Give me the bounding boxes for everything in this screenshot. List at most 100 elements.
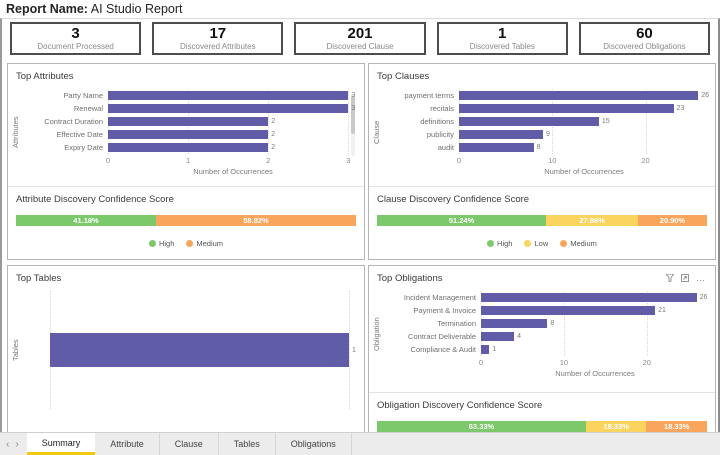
x-tick-label: 20	[642, 358, 651, 367]
legend-item[interactable]: Low	[524, 239, 548, 248]
value-label: 26	[701, 92, 709, 99]
x-axis: 0 10 20	[479, 358, 709, 368]
clauses-bar-chart[interactable]: Clause payment terms 26 recitals 23 definitio…	[369, 84, 715, 176]
gridline	[563, 291, 565, 356]
value-label: 26	[699, 294, 708, 301]
bar[interactable]	[459, 91, 699, 100]
chart-body: Attributes Party Name 3 Renewal 3 Contract Du…	[8, 84, 364, 176]
value-label: 2	[271, 144, 276, 151]
value-label: 23	[676, 105, 685, 112]
chart-scrollbar[interactable]	[351, 94, 355, 156]
chart-body: Obligation Incident Management 26 Payment &…	[369, 286, 715, 378]
kpi-card-documents[interactable]: 3 Document Processed	[10, 22, 142, 55]
filter-icon[interactable]	[666, 274, 674, 282]
tables-bar-chart[interactable]: Tables 1	[8, 286, 364, 409]
value-label: 2	[271, 131, 276, 138]
bar[interactable]	[481, 306, 656, 315]
legend-item[interactable]: High	[487, 239, 512, 248]
top-attributes-panel: Top Attributes Attributes Party Name 3 Rene…	[7, 63, 365, 260]
report-header: Report Name: AI Studio Report	[0, 0, 720, 20]
confidence-segment[interactable]: 51.24%	[377, 215, 547, 226]
bar-track: 23	[459, 104, 709, 113]
x-tick-label: 3	[346, 156, 351, 165]
bar[interactable]	[459, 143, 534, 152]
kpi-value: 17	[209, 25, 227, 42]
kpi-label: Discovered Attributes	[180, 42, 256, 51]
kpi-card-obligations[interactable]: 60 Discovered Obligations	[578, 22, 711, 55]
gridline	[645, 89, 647, 154]
category-label: Expiry Date	[64, 143, 103, 152]
legend-label: Medium	[196, 239, 224, 248]
confidence-segment[interactable]: 18.33%	[646, 421, 707, 432]
more-options-icon[interactable]: …	[696, 273, 706, 283]
confidence-segment[interactable]: 18.33%	[585, 421, 647, 432]
attributes-bar-chart[interactable]: Attributes Party Name 3 Renewal 3 Contract Du…	[8, 84, 364, 176]
next-page-button[interactable]: ›	[15, 438, 19, 450]
bar-row: definitions 15	[383, 115, 709, 128]
category-label: Payment & Invoice	[413, 306, 476, 315]
category-label: recitals	[430, 104, 454, 113]
bar-track: 15	[459, 117, 709, 126]
kpi-card-clauses[interactable]: 201 Discovered Clause	[294, 22, 426, 55]
category-label: publicity	[426, 130, 454, 139]
focus-mode-icon[interactable]	[681, 274, 689, 282]
category-label: Termination	[437, 319, 476, 328]
prev-page-button[interactable]: ‹	[6, 438, 10, 450]
bar-row: Party Name 3	[22, 89, 358, 102]
bar[interactable]	[108, 143, 269, 152]
confidence-segment[interactable]: 27.86%	[546, 215, 639, 226]
bar[interactable]	[459, 104, 674, 113]
plot-area: payment terms 26 recitals 23 definitions 15 pu…	[383, 89, 709, 176]
bar[interactable]	[459, 117, 599, 126]
bar[interactable]	[481, 332, 515, 341]
bar[interactable]	[108, 117, 269, 126]
bar[interactable]	[481, 293, 697, 302]
legend-item[interactable]: Medium	[186, 239, 223, 248]
tab-tables[interactable]: Tables	[219, 433, 276, 455]
tab-obligations[interactable]: Obligations	[276, 433, 352, 455]
confidence-segment[interactable]: 63.33%	[377, 421, 586, 432]
category-label: audit	[437, 143, 454, 152]
obligations-bar-chart[interactable]: Obligation Incident Management 26 Payment &…	[369, 286, 715, 378]
legend-label: Medium	[570, 239, 597, 248]
bar[interactable]	[108, 130, 269, 139]
plot-area: 1	[22, 291, 358, 409]
bar[interactable]	[459, 130, 543, 139]
kpi-card-attributes[interactable]: 17 Discovered Attributes	[152, 22, 284, 55]
attribute-confidence-legend: High Medium	[8, 239, 364, 248]
bar-row: recitals 23	[383, 102, 709, 115]
legend-item[interactable]: High	[148, 239, 174, 248]
bar-track: 4	[481, 332, 709, 341]
tab-clause[interactable]: Clause	[160, 433, 219, 455]
bar[interactable]	[108, 104, 349, 113]
tab-attribute[interactable]: Attribute	[95, 433, 160, 455]
gridline	[349, 291, 351, 409]
y-axis-title: Attributes	[11, 116, 20, 149]
bar[interactable]	[50, 333, 350, 367]
scrollbar-thumb[interactable]	[351, 96, 355, 134]
chart-body: Clause payment terms 26 recitals 23 definitio…	[369, 84, 715, 176]
kpi-value: 60	[636, 25, 653, 42]
bar[interactable]	[481, 319, 548, 328]
confidence-segment[interactable]: 20.90%	[638, 215, 707, 226]
tab-summary[interactable]: Summary	[26, 433, 96, 455]
kpi-card-tables[interactable]: 1 Discovered Tables	[436, 22, 568, 55]
attribute-confidence-bar[interactable]: 41.18% 58.82%	[16, 215, 356, 226]
category-label: Effective Date	[56, 130, 103, 139]
obligation-confidence-bar[interactable]: 63.33% 18.33% 18.33%	[377, 421, 707, 432]
report-title: AI Studio Report	[90, 2, 183, 16]
bar-row: Contract Deliverable 4	[383, 330, 709, 343]
clause-confidence-bar[interactable]: 51.24% 27.86% 20.90%	[377, 215, 707, 226]
confidence-title: Attribute Discovery Confidence Score	[16, 194, 174, 205]
bar[interactable]	[481, 345, 490, 354]
bar-row: Contract Duration 2	[22, 115, 358, 128]
bar[interactable]	[108, 91, 349, 100]
bar-track: 1	[50, 333, 358, 367]
confidence-segment[interactable]: 58.82%	[156, 215, 356, 226]
value-label: 21	[658, 307, 666, 314]
x-axis: 0 10 20	[457, 156, 709, 166]
top-tables-panel: Top Tables Tables 1	[7, 265, 365, 432]
confidence-title: Obligation Discovery Confidence Score	[377, 400, 543, 411]
legend-item[interactable]: Medium	[560, 239, 597, 248]
confidence-segment[interactable]: 41.18%	[16, 215, 156, 226]
